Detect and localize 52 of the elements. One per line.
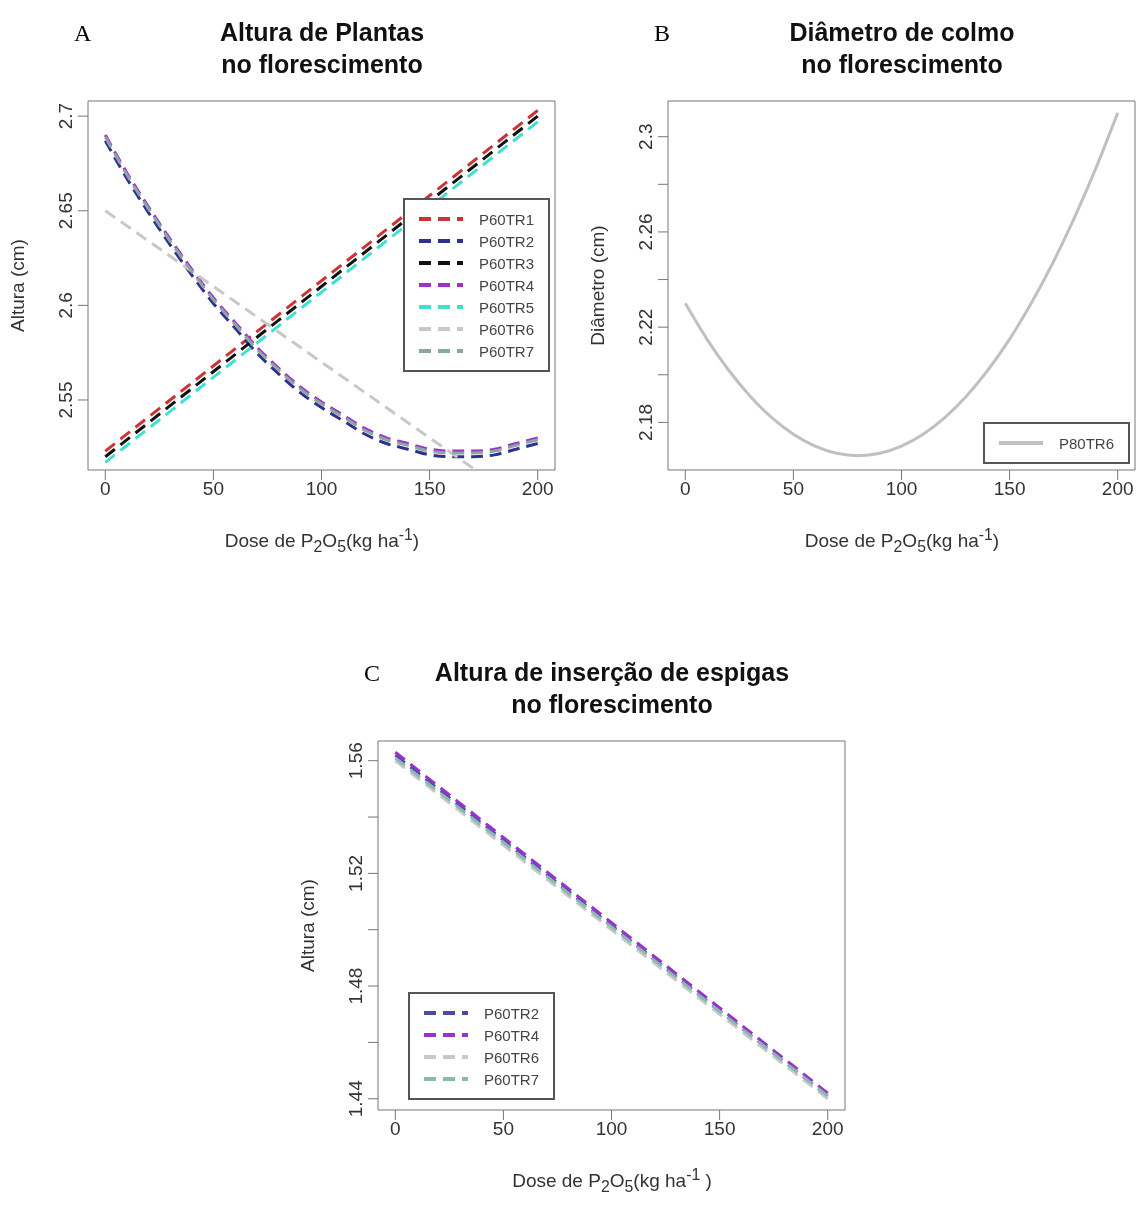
text: B [654,20,671,47]
y-tick-label: 1.52 [345,854,366,892]
y-axis-title: Altura (cm) [7,239,28,332]
chart-title: Diâmetro de colmo no florescimento [789,18,1015,78]
x-tick-label: 150 [993,478,1026,500]
y-tick-label: 2.26 [635,213,656,251]
y-tick-label: 1.48 [345,967,366,1005]
x-tick-label: 200 [1101,478,1134,500]
legend-label: P60TR4 [484,1026,540,1044]
x-tick-label: 0 [680,478,691,500]
y-tick-label: 1.56 [345,742,366,780]
y-tick-label: 2.65 [55,192,76,230]
y-tick-label: 2.55 [55,381,76,419]
legend-label: P80TR6 [1058,434,1114,452]
x-tick-label: 200 [811,1118,844,1140]
legend-label: P60TR4 [478,276,534,294]
y-tick-label: 2.7 [55,102,76,130]
x-tick-label: 50 [782,478,804,500]
x-tick-label: 150 [703,1118,736,1140]
x-axis-title: Dose de P$_{2}$O$_{5}$(kg ha$^{-1}$) [223,526,421,557]
line-series [683,111,1120,458]
y-tick-label: 2.3 [635,123,656,150]
x-tick-label: 50 [202,478,224,500]
legend-label: P60TR1 [478,210,534,228]
legend-label: P60TR2 [484,1004,540,1022]
x-tick-label: 0 [390,1118,401,1140]
x-tick-label: 100 [595,1118,628,1140]
x-tick-label: 150 [413,478,446,500]
chart-title: Altura de Plantas no florescimento [219,18,425,78]
y-axis-title: Altura (cm) [297,879,318,972]
y-tick-label: 2.22 [635,308,656,346]
legend-label: P60TR6 [478,320,534,338]
legend-label: P60TR6 [484,1048,540,1066]
x-tick-label: 100 [305,478,338,500]
legend-label: P60TR3 [478,254,534,272]
y-axis-title: Diâmetro (cm) [587,225,608,346]
x-axis-title: Dose de P$_{2}$O$_{5}$(kg ha$^{-1}$ ) [511,1166,713,1197]
y-tick-label: 2.6 [55,292,76,319]
x-tick-label: 200 [521,478,554,500]
legend-label: P60TR5 [478,298,534,316]
x-tick-label: 50 [492,1118,514,1140]
y-tick-label: 2.18 [635,403,656,441]
x-tick-label: 100 [885,478,918,500]
text: A [74,20,92,47]
chart-title: Altura de inserção de espigas no florescimento [434,658,790,718]
text: C [364,660,381,687]
y-tick-label: 1.44 [345,1079,366,1118]
legend-label: P60TR2 [478,232,534,250]
legend-label: P60TR7 [484,1070,540,1088]
legend-label: P60TR7 [478,342,534,360]
x-tick-label: 0 [100,478,111,500]
x-axis-title: Dose de P$_{2}$O$_{5}$(kg ha$^{-1}$) [803,526,1001,557]
